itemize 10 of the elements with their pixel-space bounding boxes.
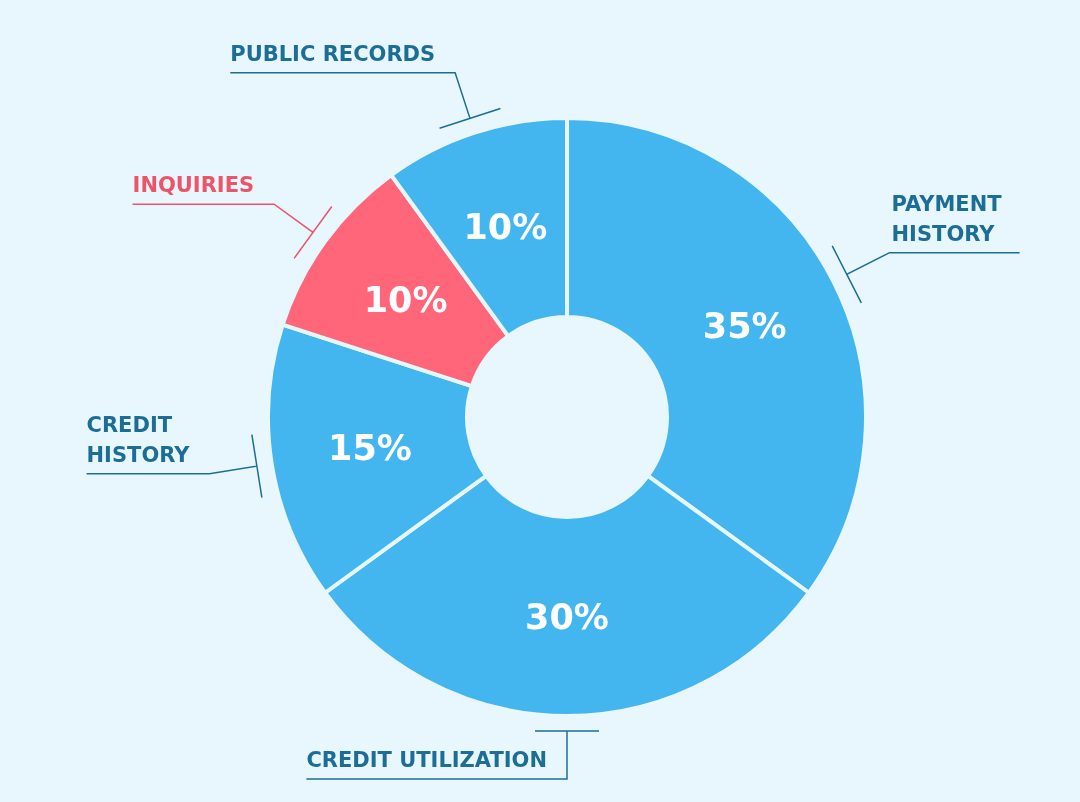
slice-label: CREDIT HISTORY [86,412,191,467]
slice-label: PUBLIC RECORDS [230,41,436,66]
data-label: 10% [463,207,548,248]
slice-label: CREDIT UTILIZATION [306,748,547,772]
data-label: 35% [702,306,787,347]
data-label: 10% [363,279,448,320]
data-label: 30% [525,596,609,637]
slice-label: INQUIRIES [132,173,255,198]
data-label: 15% [328,428,412,469]
slice-label: PAYMENT HISTORY [891,191,1003,246]
